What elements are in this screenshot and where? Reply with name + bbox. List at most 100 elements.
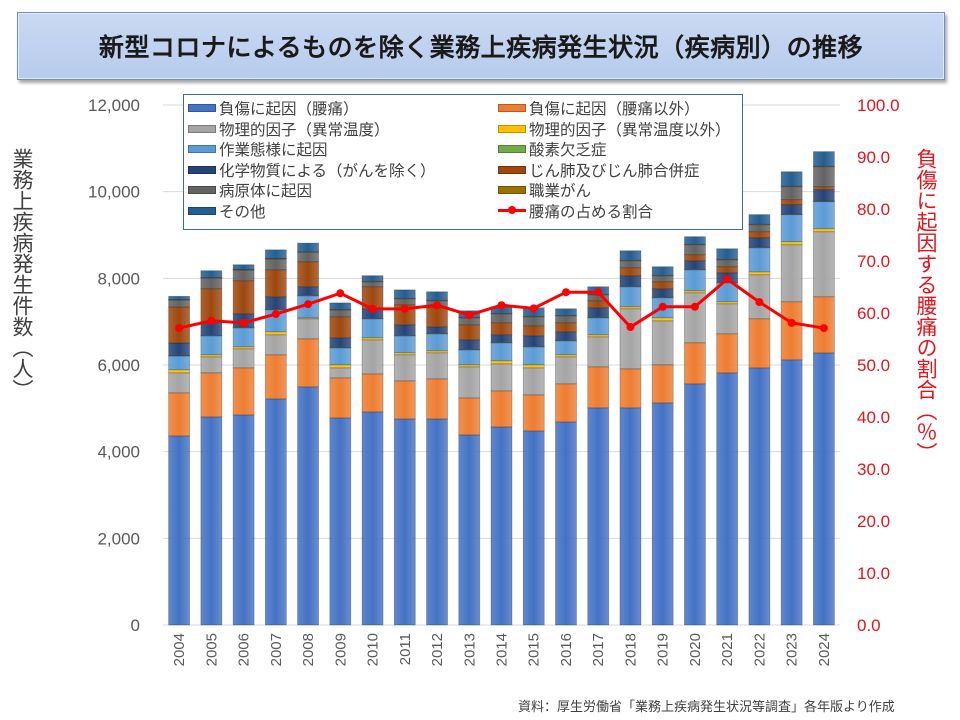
bar-segment (684, 268, 706, 271)
x-tick-label: 2018 (622, 633, 639, 666)
x-tick-label: 2022 (751, 633, 768, 666)
bar-segment (458, 366, 481, 399)
bar-segment (522, 346, 545, 366)
y2-tick-label: 80.0 (857, 200, 890, 219)
legend-item: 作業態様に起因 (184, 139, 494, 160)
legend-swatch (188, 104, 216, 113)
bar-segment (780, 244, 803, 303)
bar-stack-2021 (716, 248, 739, 626)
bar-segment (329, 316, 352, 339)
y-tick-label: 0 (131, 616, 140, 635)
bar-segment (522, 367, 545, 396)
bar-segment (361, 318, 384, 339)
x-tick-label: 2006 (236, 633, 253, 666)
bar-segment (168, 435, 191, 626)
bar-segment (490, 313, 513, 324)
bar-segment (426, 291, 448, 301)
left-axis-ticks: 0 2,000 4,000 6,000 8,000 10,000 12,000 (88, 96, 140, 635)
legend-item: じん肺及びじん肺合併症 (494, 160, 744, 181)
bar-stack-2017 (587, 286, 610, 626)
ratio-point (626, 323, 635, 332)
bar-segment (587, 366, 610, 409)
bar-segment (651, 288, 674, 298)
bar-stack-2018 (619, 250, 642, 626)
x-tick-label: 2015 (526, 633, 543, 666)
bar-segment (329, 346, 352, 349)
bar-segment (555, 331, 577, 341)
bar-segment (684, 383, 706, 626)
bar-segment (297, 386, 319, 626)
legend-label: 腰痛の占める割合 (529, 202, 654, 221)
y2-tick-label: 90.0 (857, 148, 890, 167)
bar-segment (651, 281, 674, 290)
bar-segment (812, 151, 835, 167)
ratio-point (271, 310, 280, 319)
legend-item: 化学物質による（がんを除く） (184, 160, 494, 181)
bar-segment (297, 286, 319, 296)
bar-segment (555, 322, 577, 333)
legend-label: 物理的因子（異常温度以外） (529, 120, 731, 139)
legend-swatch (498, 145, 526, 154)
bar-segment (264, 258, 287, 271)
bar-stack-2022 (748, 214, 771, 626)
bar-segment (619, 267, 642, 277)
bar-segment (812, 189, 835, 202)
bar-segment (393, 380, 416, 420)
ratio-point (433, 301, 442, 310)
legend-item: 病原体に起因 (184, 180, 494, 201)
x-tick-label: 2009 (332, 633, 349, 666)
y-tick-label: 10,000 (88, 183, 140, 202)
bar-segment (748, 214, 771, 225)
legend: 負傷に起因（腰痛） 負傷に起因（腰痛以外） 物理的因子（異常温度） 物理的因子（異常温… (183, 94, 743, 230)
bar-segment (426, 418, 448, 626)
legend-item: 物理的因子（異常温度以外） (494, 119, 744, 140)
bar-segment (232, 367, 255, 416)
x-axis-ticks: 2004 2005 2006 2007 2008 2009 2010 2011 2012 2013… (171, 633, 833, 666)
y-tick-label: 4,000 (97, 443, 140, 462)
bar-segment (168, 342, 191, 356)
left-axis-label: 業務上疾病発生件数（人） (10, 148, 34, 400)
bar-segment (490, 363, 513, 392)
bar-stack-2024 (812, 151, 835, 626)
bar-stack-2015 (522, 307, 545, 626)
y2-tick-label: 50.0 (857, 356, 890, 375)
legend-swatch (498, 124, 526, 133)
bar-segment (297, 242, 319, 253)
bar-segment (458, 397, 481, 436)
bar-stack-2004 (168, 295, 191, 626)
x-tick-label: 2010 (365, 633, 382, 666)
bar-segment (297, 261, 319, 288)
bar-segment (264, 354, 287, 400)
bar-segment (812, 228, 835, 233)
bar-segment (748, 367, 771, 626)
ratio-point (368, 304, 377, 313)
bar-segment (329, 417, 352, 626)
bar-segment (780, 199, 803, 206)
bar-stack-2019 (651, 266, 674, 626)
x-tick-label: 2023 (784, 633, 801, 666)
bar-segment (716, 248, 739, 260)
bar-segment (426, 352, 448, 380)
bar-segment (522, 364, 545, 369)
bar-segment (329, 367, 352, 379)
bar-segment (684, 244, 706, 256)
bar-segment (555, 315, 577, 324)
bar-segment (748, 318, 771, 369)
y2-tick-label: 60.0 (857, 304, 890, 323)
bar-segment (522, 394, 545, 432)
bar-segment (619, 306, 642, 310)
x-tick-label: 2005 (203, 633, 220, 666)
ratio-line (175, 275, 828, 333)
ratio-point (336, 289, 345, 298)
bar-segment (458, 339, 481, 350)
bar-segment (458, 434, 481, 626)
bar-segment (780, 171, 803, 187)
legend-label: 化学物質による（がんを除く） (219, 161, 436, 180)
bar-segment (264, 331, 287, 336)
bar-segment (361, 373, 384, 413)
bar-segment (393, 289, 416, 299)
bar-segment (329, 302, 352, 310)
bar-segment (587, 407, 610, 626)
bar-segment (812, 166, 835, 188)
ratio-point (175, 324, 184, 333)
